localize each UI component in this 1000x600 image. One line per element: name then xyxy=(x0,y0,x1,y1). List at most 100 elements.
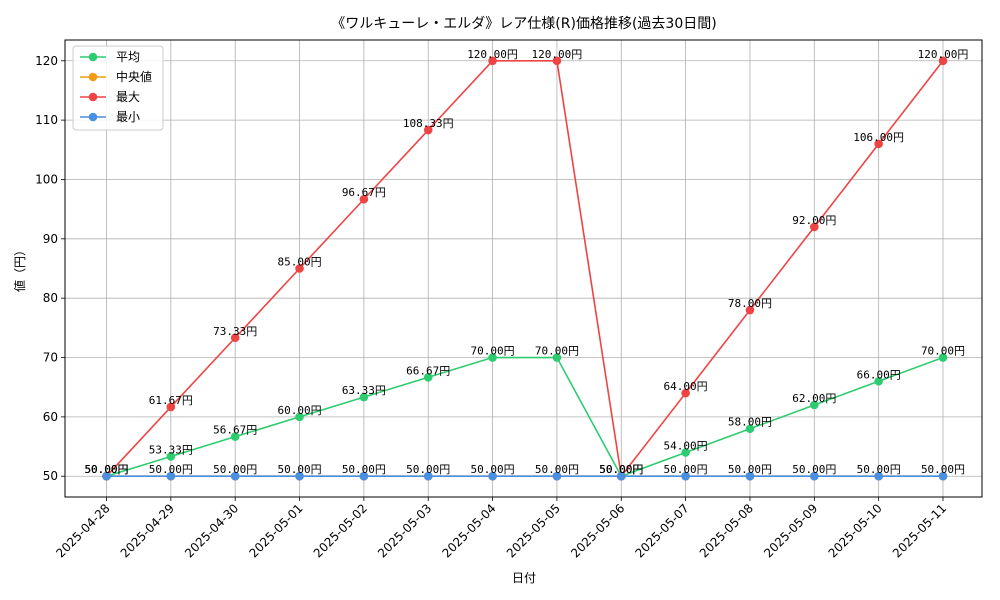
legend-box xyxy=(72,45,164,131)
series-layer xyxy=(102,56,948,481)
data-label-average: 62.00円 xyxy=(792,392,836,405)
y-tick-label: 110 xyxy=(35,113,58,127)
point-min xyxy=(938,471,948,481)
point-min xyxy=(423,471,433,481)
point-average xyxy=(423,372,433,382)
y-tick-label: 100 xyxy=(35,172,58,186)
data-label-max: 78.00円 xyxy=(728,297,772,310)
point-min xyxy=(295,471,304,481)
point-max xyxy=(359,194,369,204)
series-line-average xyxy=(106,356,944,478)
point-max xyxy=(230,333,240,343)
data-label-min: 50.00円 xyxy=(664,463,708,476)
point-max xyxy=(745,305,755,315)
data-label-average: 53.33円 xyxy=(149,443,193,456)
data-label-min: 50.00円 xyxy=(535,463,579,476)
data-label-max: 92.00円 xyxy=(792,214,836,227)
data-label-max: 61.67円 xyxy=(149,394,193,407)
y-tick-label: 120 xyxy=(35,54,58,68)
data-label-average: 54.00円 xyxy=(664,439,708,452)
legend-marker-min xyxy=(88,112,98,122)
point-min xyxy=(681,471,690,481)
point-max xyxy=(874,139,883,149)
y-tick-label: 80 xyxy=(43,291,58,305)
point-max xyxy=(938,56,948,66)
point-max xyxy=(295,264,304,273)
data-label-min: 50.00円 xyxy=(277,463,321,476)
data-label-average: 70.00円 xyxy=(471,345,515,358)
y-axis-label: 値（円） xyxy=(12,244,27,292)
data-label-average: 66.67円 xyxy=(406,364,450,377)
y-tick-label: 60 xyxy=(43,410,58,424)
point-min xyxy=(552,471,562,481)
data-label-min: 50.00円 xyxy=(213,463,257,476)
data-label-max: 120.00円 xyxy=(532,48,583,61)
data-label-max: 106.00円 xyxy=(853,131,904,144)
data-label-max: 50.00円 xyxy=(84,463,128,476)
point-min xyxy=(616,471,626,481)
data-label-min: 50.00円 xyxy=(471,463,515,476)
point-min xyxy=(166,471,176,481)
legend-label-max: 最大 xyxy=(116,90,140,104)
point-average xyxy=(488,353,497,362)
data-label-average: 56.67円 xyxy=(213,424,257,437)
point-average xyxy=(938,353,948,362)
point-max xyxy=(552,56,562,66)
y-tick-label: 50 xyxy=(43,469,58,483)
data-label-min: 50.00円 xyxy=(857,463,901,476)
data-label-max: 64.00円 xyxy=(664,380,708,393)
series-line-max xyxy=(105,59,944,479)
data-label-average: 58.00円 xyxy=(728,416,772,429)
legend-marker-average xyxy=(88,52,98,62)
y-tick-label: 90 xyxy=(43,232,58,246)
chart-title: 《ワルキューレ・エルダ》レア仕様(R)価格推移(過去30日間) xyxy=(331,16,716,32)
point-min xyxy=(230,471,240,481)
point-min xyxy=(810,471,819,481)
y-tick-label: 70 xyxy=(43,351,58,365)
plot-frame xyxy=(64,39,983,498)
data-label-min: 50.00円 xyxy=(149,463,193,476)
point-min xyxy=(745,471,755,481)
data-label-average: 50.00円 xyxy=(599,463,643,476)
point-max xyxy=(423,125,433,135)
x-axis-label: 日付 xyxy=(512,571,536,585)
data-label-average: 60.00円 xyxy=(277,404,321,417)
legend-label-min: 最小 xyxy=(116,110,140,124)
data-label-min: 50.00円 xyxy=(599,463,643,476)
point-average xyxy=(230,432,240,441)
point-max xyxy=(166,402,176,412)
point-min xyxy=(488,471,497,481)
point-average xyxy=(810,400,819,410)
data-label-min: 50.00円 xyxy=(921,463,965,476)
point-min xyxy=(359,471,369,481)
data-label-max: 85.00円 xyxy=(277,256,321,269)
point-average xyxy=(681,448,690,457)
data-label-max: 120.00円 xyxy=(918,48,969,61)
point-max xyxy=(810,222,819,232)
point-max xyxy=(488,56,497,66)
data-label-min: 50.00円 xyxy=(728,463,772,476)
data-label-min: 50.00円 xyxy=(406,463,450,476)
legend-label-average: 平均 xyxy=(116,50,140,64)
point-min xyxy=(102,471,111,481)
data-label-average: 50.00円 xyxy=(84,463,128,476)
data-label-average: 70.00円 xyxy=(921,345,965,358)
legend-label-median: 中央値 xyxy=(116,69,152,84)
data-label-min: 50.00円 xyxy=(342,463,386,476)
point-average xyxy=(874,376,883,386)
point-average xyxy=(552,353,562,362)
legend-marker-max xyxy=(88,92,98,102)
point-min xyxy=(874,471,883,481)
data-label-max: 73.33円 xyxy=(213,325,257,338)
point-average xyxy=(745,424,755,434)
point-average xyxy=(166,452,176,461)
data-label-min: 50.00円 xyxy=(792,463,836,476)
point-average xyxy=(295,412,304,422)
data-label-max: 120.00円 xyxy=(467,48,518,61)
data-label-average: 63.33円 xyxy=(342,384,386,397)
data-label-average: 66.00円 xyxy=(857,368,901,381)
data-labels: 50.00円 53.33円 56.67円 60.00円 63.33円 66.67円 70.0… xyxy=(84,48,968,476)
